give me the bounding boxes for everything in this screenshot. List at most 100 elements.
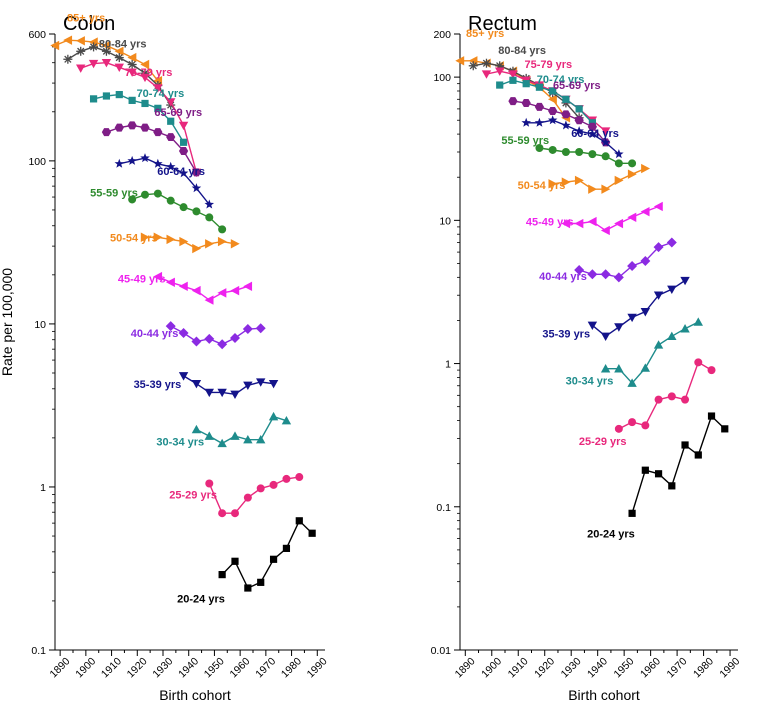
data-point <box>153 189 162 198</box>
colon-y-tick-label: 10 <box>34 319 46 331</box>
data-point <box>140 153 150 163</box>
colon-x-tick-label: 1980 <box>279 655 304 680</box>
data-point <box>495 67 505 76</box>
data-point <box>114 63 124 72</box>
data-point <box>654 470 663 478</box>
data-point <box>230 431 240 440</box>
data-point <box>166 98 176 107</box>
rectum-series-70-74-yrs: 70-74 yrs <box>496 74 596 127</box>
data-point <box>614 175 624 186</box>
data-point <box>667 392 676 401</box>
data-point <box>653 291 664 300</box>
data-point <box>707 412 716 420</box>
colon-x-tick-label: 1930 <box>150 655 175 680</box>
data-point <box>166 133 176 142</box>
series-label: 50-54 yrs <box>110 232 158 244</box>
data-point <box>282 544 291 552</box>
rectum-series-35-39-yrs: 35-39 yrs <box>542 276 690 341</box>
data-point <box>140 73 150 83</box>
data-point <box>549 87 557 95</box>
data-point <box>192 207 201 216</box>
data-point <box>588 150 597 159</box>
data-point <box>230 390 240 400</box>
data-point <box>601 184 611 194</box>
data-point <box>218 509 227 518</box>
data-point <box>217 388 227 398</box>
data-point <box>614 149 624 159</box>
data-point <box>295 473 304 482</box>
data-point <box>178 146 189 155</box>
data-point <box>128 195 137 204</box>
colon-series-35-39-yrs: 35-39 yrs <box>134 372 279 400</box>
data-point <box>217 438 227 448</box>
data-point <box>681 395 690 404</box>
series-label: 45-49 yrs <box>526 217 574 229</box>
data-point <box>244 584 252 592</box>
colon-series-65-69-yrs: 65-69 yrs <box>101 107 202 177</box>
data-point <box>165 161 176 171</box>
series-label: 40-44 yrs <box>131 328 179 340</box>
colon-panel: 0.1 1 10 100 600 1890 1900 1910 1920 1930 1940 1950… <box>28 13 329 703</box>
data-point <box>243 281 253 292</box>
data-point <box>627 169 637 179</box>
data-point <box>694 358 703 367</box>
data-point <box>243 434 253 444</box>
rectum-y-tick-label: 0.1 <box>436 502 451 514</box>
rectum-title: Rectum <box>468 13 537 35</box>
data-point <box>509 76 517 84</box>
data-point <box>521 98 531 107</box>
series-line <box>486 70 607 132</box>
colon-x-tick-label: 1990 <box>305 655 330 680</box>
colon-series-85plus-yrs: 85+ yrs <box>50 13 163 86</box>
data-point <box>268 411 279 421</box>
data-point <box>50 40 60 51</box>
colon-x-axis-label: Birth cohort <box>159 687 231 703</box>
data-point <box>191 183 202 193</box>
data-point <box>281 415 292 425</box>
rectum-x-tick-label: 1930 <box>559 655 584 680</box>
data-point <box>243 493 252 502</box>
data-point <box>600 364 611 373</box>
series-label: 70-74 yrs <box>137 88 185 100</box>
data-point <box>204 199 215 209</box>
data-point <box>547 115 558 125</box>
rectum-series-30-34-yrs: 30-34 yrs <box>566 317 703 388</box>
data-point <box>218 571 226 579</box>
data-point <box>269 555 278 563</box>
data-point <box>628 159 637 168</box>
data-point <box>217 339 228 350</box>
rectum-x-tick-label: 1970 <box>664 655 689 680</box>
data-point <box>640 256 651 267</box>
series-label: 80-84 yrs <box>498 45 546 57</box>
data-point <box>561 120 571 130</box>
data-point <box>178 168 189 178</box>
data-point <box>166 277 175 287</box>
data-point <box>653 242 664 253</box>
data-point <box>76 46 86 56</box>
data-point <box>243 381 253 391</box>
rectum-y-tick-label: 200 <box>433 29 451 41</box>
data-point <box>508 97 518 106</box>
data-point <box>191 379 202 389</box>
rectum-x-tick-label: 1910 <box>506 655 531 680</box>
data-point <box>295 517 303 525</box>
data-point <box>167 117 175 125</box>
data-point <box>640 363 651 372</box>
rectum-series-60-64-yrs: 60-64 yrs <box>521 115 624 159</box>
data-point <box>614 159 623 168</box>
data-point <box>641 421 650 430</box>
data-point <box>204 333 215 344</box>
data-point <box>101 128 112 137</box>
data-point <box>496 81 504 89</box>
colon-x-tick-label: 1910 <box>99 655 124 680</box>
rectum-x-tick-label: 1900 <box>479 655 504 680</box>
data-point <box>668 482 676 490</box>
data-point <box>721 425 729 433</box>
colon-y-tick-label: 600 <box>28 29 46 41</box>
data-point <box>141 99 149 108</box>
data-point <box>205 213 214 222</box>
colon-x-tick-label: 1970 <box>253 655 278 680</box>
series-label: 65-69 yrs <box>553 80 601 92</box>
data-point <box>166 234 176 245</box>
colon-x-tick-label: 1950 <box>202 655 227 680</box>
